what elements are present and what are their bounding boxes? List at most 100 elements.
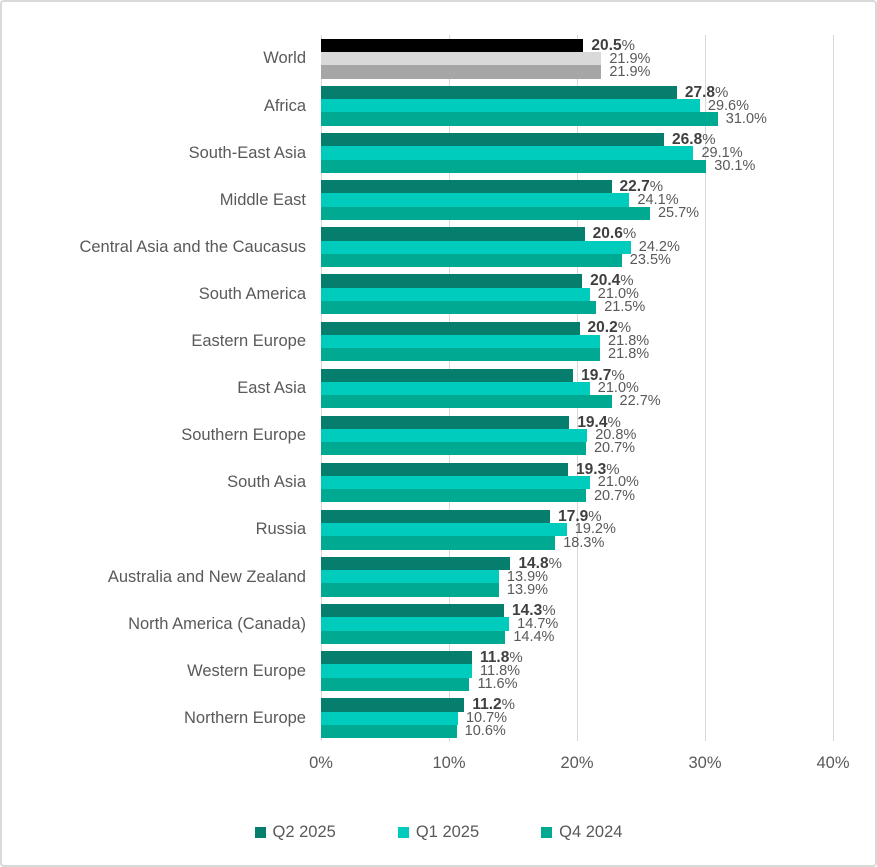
- value-label: 18.3%: [563, 534, 605, 551]
- bar-group: 19.7% 21.0% 22.7%: [321, 365, 833, 412]
- bar-row: 21.0%: [321, 475, 833, 490]
- legend-swatch-icon: [254, 827, 266, 839]
- bar-q2-2025: [321, 227, 585, 241]
- category-labels: World Africa South-East Asia Middle East Cen…: [2, 35, 321, 741]
- value-label: 10.6%: [464, 723, 506, 740]
- category-label: World: [263, 49, 306, 68]
- value-label: 24.1%: [637, 191, 679, 208]
- bar-group: 11.8% 11.8% 11.6%: [321, 647, 833, 694]
- bar-q2-2025: [321, 86, 677, 100]
- value-label: 20.2%: [587, 319, 632, 337]
- bar-group: 26.8% 29.1% 30.1%: [321, 129, 833, 176]
- bar-q4-2024: [321, 489, 586, 503]
- category-label: South America: [198, 284, 306, 303]
- bar-group: 22.7% 24.1% 25.7%: [321, 176, 833, 223]
- bar-q4-2024: [321, 583, 499, 597]
- category-label: Northern Europe: [184, 708, 306, 727]
- bar-group: 20.4% 21.0% 21.5%: [321, 270, 833, 317]
- bar-row: 20.7%: [321, 440, 833, 457]
- bar-row: 26.8%: [321, 131, 833, 149]
- value-label: 21.9%: [609, 63, 651, 80]
- value-label: 19.7%: [581, 366, 625, 384]
- bar-row: 21.8%: [321, 346, 833, 363]
- bar-row: 10.6%: [321, 723, 833, 740]
- bar-q1-2025: [321, 193, 630, 207]
- bar-q2-2025: [321, 604, 505, 618]
- legend-swatch-icon: [541, 827, 553, 839]
- legend-label: Q1 2025: [415, 823, 480, 842]
- bar-row: 20.8%: [321, 428, 833, 442]
- chart-area: World Africa South-East Asia Middle East Cen…: [2, 35, 875, 742]
- bar-row: 19.7%: [321, 366, 833, 384]
- category-label: East Asia: [237, 379, 306, 398]
- bar-row: 29.1%: [321, 146, 833, 160]
- x-tick-label: 10%: [432, 754, 466, 773]
- bar-row: 11.8%: [321, 662, 833, 679]
- category-label: North America (Canada): [128, 614, 306, 633]
- x-tick-label: 40%: [816, 754, 850, 773]
- bar-row: 19.4%: [321, 414, 833, 430]
- bar-row: 11.8%: [321, 649, 833, 667]
- bar-group: 20.6% 24.2% 23.5%: [321, 223, 833, 270]
- value-label: 23.5%: [629, 252, 671, 269]
- bar-row: 22.7%: [321, 179, 833, 194]
- bar-q4-2024: [321, 395, 612, 409]
- bar-row: 27.8%: [321, 83, 833, 101]
- value-label: 26.8%: [672, 131, 716, 149]
- bar-row: 24.2%: [321, 240, 833, 254]
- value-label: 20.7%: [593, 487, 636, 504]
- bar-q4-2024: [321, 206, 650, 220]
- bar-row: 20.5%: [321, 38, 833, 53]
- value-label: 20.4%: [590, 272, 634, 290]
- value-label: 17.9%: [558, 507, 602, 525]
- bar-q1-2025: [321, 664, 473, 678]
- bar-row: 29.6%: [321, 99, 833, 113]
- bar-group: 19.3% 21.0% 20.7%: [321, 459, 833, 506]
- value-label: 20.7%: [593, 440, 636, 457]
- value-label: 11.8%: [480, 662, 521, 679]
- plot-area: 20.5% 21.9% 21.9% 27.8% 29.6% 31.0% 26.8% 29.1%…: [321, 35, 834, 742]
- bar-q2-2025: [321, 651, 473, 665]
- value-label: 21.9%: [609, 50, 651, 67]
- value-label: 30.1%: [714, 157, 756, 174]
- bar-q2-2025: [321, 321, 580, 335]
- bar-row: 17.9%: [321, 507, 833, 525]
- bar-q1-2025: [321, 476, 590, 490]
- bar-row: 21.0%: [321, 381, 833, 395]
- value-label: 31.0%: [725, 110, 767, 127]
- bar-q4-2024: [321, 677, 470, 691]
- gridline: [705, 35, 706, 742]
- bar-q2-2025: [321, 415, 570, 429]
- bar-q2-2025: [321, 557, 511, 571]
- category-label: Russia: [255, 520, 306, 539]
- x-tick-label: 20%: [560, 754, 594, 773]
- bar-q4-2024: [321, 442, 586, 456]
- value-label: 11.8%: [480, 649, 523, 667]
- bar-row: 14.7%: [321, 617, 833, 631]
- value-label: 21.8%: [608, 346, 650, 363]
- bar-q4-2024: [321, 112, 718, 126]
- bar-q2-2025: [321, 274, 583, 288]
- legend-label: Q2 2025: [272, 823, 336, 842]
- bar-row: 21.9%: [321, 63, 833, 80]
- bar-q1-2025: [321, 146, 694, 160]
- bar-row: 11.6%: [321, 675, 833, 692]
- bar-row: 19.3%: [321, 461, 833, 477]
- bar-group: 14.8% 13.9% 13.9%: [321, 553, 833, 600]
- value-label: 27.8%: [684, 83, 729, 101]
- value-label: 14.4%: [513, 628, 555, 645]
- bar-row: 14.8%: [321, 556, 833, 571]
- value-label: 22.7%: [619, 393, 661, 410]
- category-label: Australia and New Zealand: [107, 567, 306, 586]
- bar-q4-2024: [321, 536, 556, 550]
- value-label: 11.6%: [477, 675, 518, 692]
- x-tick-label: 30%: [688, 754, 722, 773]
- gridline: [833, 35, 834, 742]
- bar-q2-2025: [321, 509, 551, 524]
- bar-q4-2024: [321, 724, 457, 738]
- value-label: 21.8%: [608, 333, 650, 350]
- value-label: 13.9%: [506, 581, 549, 598]
- bar-row: 22.7%: [321, 393, 833, 410]
- legend-item: Q4 2024: [541, 823, 622, 842]
- bar-q4-2024: [321, 253, 622, 267]
